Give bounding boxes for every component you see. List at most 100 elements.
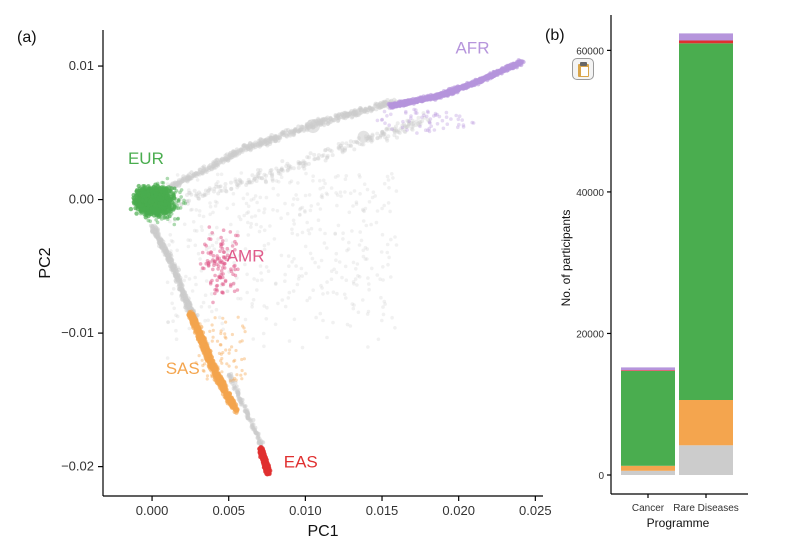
admixed-point (279, 131, 285, 136)
admixed-point (261, 331, 266, 336)
admixed-point (373, 103, 378, 108)
admixed-point (246, 220, 250, 225)
admixed-point (329, 186, 334, 190)
admixed-point (184, 274, 188, 279)
admixed-point (235, 182, 240, 187)
admixed-point (320, 154, 325, 158)
admixed-point (258, 137, 263, 143)
admixed-point (274, 136, 279, 141)
admixed-point (203, 318, 207, 323)
amr-point (215, 278, 219, 283)
admixed-point (361, 254, 366, 259)
admixed-point (382, 203, 387, 208)
amr-point (221, 228, 226, 232)
admixed-point (332, 117, 337, 123)
admixed-point (268, 168, 273, 173)
admixed-point (287, 339, 292, 343)
admixed-point (301, 128, 307, 133)
admixed-point (285, 211, 290, 216)
admixed-point (394, 129, 399, 134)
admixed-point (192, 188, 197, 193)
admixed-point (377, 102, 382, 107)
admixed-point (190, 174, 195, 179)
admixed-point (292, 197, 296, 201)
admixed-point (421, 111, 426, 116)
admixed-point (184, 175, 190, 181)
admixed-point (173, 271, 178, 276)
admixed-point (417, 120, 422, 125)
admixed-point (258, 140, 263, 145)
admixed-point (293, 127, 299, 133)
admixed-point (422, 115, 427, 120)
admixed-point (253, 142, 258, 147)
admixed-point (201, 166, 207, 171)
amr-point (210, 231, 214, 235)
admixed-point (257, 229, 262, 234)
admixed-point (268, 224, 272, 228)
admixed-point (298, 207, 302, 212)
admixed-point (279, 253, 284, 258)
admixed-point (225, 206, 229, 211)
amr-point (208, 237, 213, 241)
admixed-point (264, 138, 269, 143)
amr-point (215, 283, 220, 288)
admixed-point (273, 322, 278, 327)
admixed-point (359, 108, 364, 113)
admixed-point (198, 192, 203, 197)
admixed-point (231, 202, 236, 207)
admixed-point (351, 112, 356, 117)
admixed-point (374, 220, 379, 225)
admixed-point (334, 115, 339, 120)
admixed-point (333, 175, 338, 179)
afr-point (383, 121, 387, 125)
admixed-point (200, 168, 206, 174)
admixed-point (240, 147, 246, 153)
admixed-point (224, 152, 230, 157)
admixed-point (298, 161, 303, 166)
admixed-point (376, 103, 381, 109)
admixed-point (193, 171, 198, 176)
admixed-point (196, 196, 201, 201)
afr-point (396, 102, 402, 108)
admixed-point (232, 153, 237, 158)
admixed-point (247, 145, 253, 150)
admixed-point (171, 287, 176, 291)
admixed-point (259, 176, 264, 181)
admixed-point (254, 288, 259, 292)
amr-point (229, 267, 233, 272)
admixed-point (379, 104, 385, 109)
admixed-point (220, 321, 224, 326)
admixed-point (264, 137, 269, 142)
admixed-point (281, 168, 285, 173)
admixed-point (362, 109, 367, 114)
admixed-point (382, 181, 387, 186)
admixed-point (307, 231, 312, 236)
admixed-point (324, 191, 329, 196)
afr-point (387, 106, 392, 111)
amr-point (213, 273, 217, 278)
admixed-point (167, 243, 171, 247)
admixed-point (251, 145, 256, 150)
admixed-point (275, 134, 280, 140)
admixed-point (186, 175, 192, 181)
afr-point (428, 121, 432, 125)
admixed-point (387, 255, 391, 260)
admixed-point (267, 136, 272, 142)
admixed-point (300, 161, 305, 166)
admixed-point (296, 161, 301, 166)
admixed-point (390, 126, 395, 131)
admixed-point (269, 133, 274, 138)
admixed-point (331, 320, 335, 325)
admixed-point (285, 127, 291, 133)
admixed-point (300, 274, 305, 278)
admixed-point (188, 176, 193, 181)
admixed-point (258, 137, 263, 142)
afr-point (460, 118, 465, 122)
admixed-point (222, 156, 228, 161)
admixed-point (369, 222, 373, 227)
admixed-point (318, 311, 323, 316)
admixed-point (217, 315, 222, 320)
eur-point (172, 222, 177, 227)
admixed-point (239, 296, 243, 301)
admixed-point (180, 177, 185, 182)
